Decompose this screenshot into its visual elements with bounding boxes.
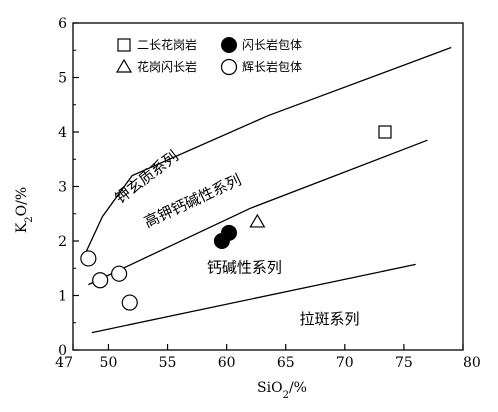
y-tick-label: 1 bbox=[58, 289, 67, 305]
y-tick-label: 3 bbox=[58, 180, 67, 196]
boundary-line-2 bbox=[88, 139, 428, 286]
x-tick-label: 70 bbox=[336, 355, 354, 371]
data-point-triangle-open bbox=[249, 213, 266, 228]
region-label: 钾玄质系列 bbox=[112, 147, 182, 207]
series-boundaries bbox=[84, 46, 452, 334]
legend-label: 闪长岩包体 bbox=[242, 37, 302, 52]
tick-marks bbox=[72, 22, 464, 351]
data-point-circle-open bbox=[92, 272, 109, 289]
x-tick-label: 50 bbox=[100, 355, 118, 371]
region-label: 钙碱性系列 bbox=[207, 259, 282, 277]
legend-label: 二长花岗岩 bbox=[137, 37, 197, 52]
y-tick-label: 0 bbox=[58, 343, 67, 359]
y-axis-title: K2O/% bbox=[14, 187, 35, 233]
legend-marker-circle-filled bbox=[221, 37, 237, 53]
region-label: 拉斑系列 bbox=[299, 310, 359, 328]
legend-marker-circle-open bbox=[220, 58, 238, 76]
x-tick-label: 65 bbox=[277, 355, 295, 371]
data-point-circle-filled bbox=[221, 224, 237, 241]
x-tick-label: 80 bbox=[463, 355, 481, 371]
x-tick-labels: 47 50 55 60 65 70 75 80 bbox=[55, 355, 481, 371]
data-point-circle-open bbox=[80, 250, 97, 267]
y-tick-labels: 0 1 2 3 4 5 6 bbox=[58, 16, 67, 359]
legend-marker-triangle-open bbox=[115, 58, 133, 73]
x-axis-title: SiO2/% bbox=[257, 380, 307, 401]
data-point-circle-open bbox=[110, 265, 128, 282]
x-tick-label: 60 bbox=[218, 355, 236, 371]
data-points bbox=[80, 125, 392, 311]
y-tick-label: 4 bbox=[58, 125, 67, 141]
y-tick-label: 5 bbox=[58, 71, 67, 87]
legend-marker-square-open bbox=[117, 38, 131, 52]
legend-label: 辉长岩包体 bbox=[242, 59, 302, 74]
x-tick-label: 75 bbox=[395, 355, 413, 371]
data-point-square-open bbox=[378, 125, 392, 139]
boundary-line-1 bbox=[84, 46, 452, 255]
y-tick-label: 6 bbox=[58, 16, 67, 32]
x-tick-label: 55 bbox=[159, 355, 177, 371]
legend-label: 花岗闪长岩 bbox=[137, 59, 197, 74]
x-tick-label: 47 bbox=[55, 355, 73, 371]
boundary-line-3 bbox=[91, 263, 416, 334]
y-tick-label: 2 bbox=[58, 234, 67, 250]
data-point-circle-open bbox=[121, 294, 138, 311]
